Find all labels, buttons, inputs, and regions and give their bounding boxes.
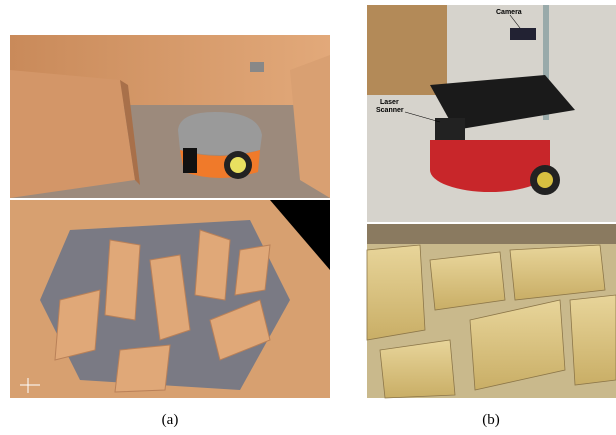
laser-label: Scanner bbox=[376, 107, 404, 114]
robot-photo bbox=[367, 5, 616, 222]
sim-room bbox=[10, 35, 330, 198]
caption: (b) bbox=[482, 412, 500, 428]
caption: (a) bbox=[162, 412, 179, 428]
maze-photo bbox=[366, 224, 616, 399]
laser-pointer bbox=[404, 111, 441, 123]
sim-maze bbox=[10, 200, 330, 398]
camera-label: Camera bbox=[496, 9, 522, 16]
laser-label: Laser bbox=[380, 99, 399, 106]
camera-pointer bbox=[509, 14, 521, 29]
